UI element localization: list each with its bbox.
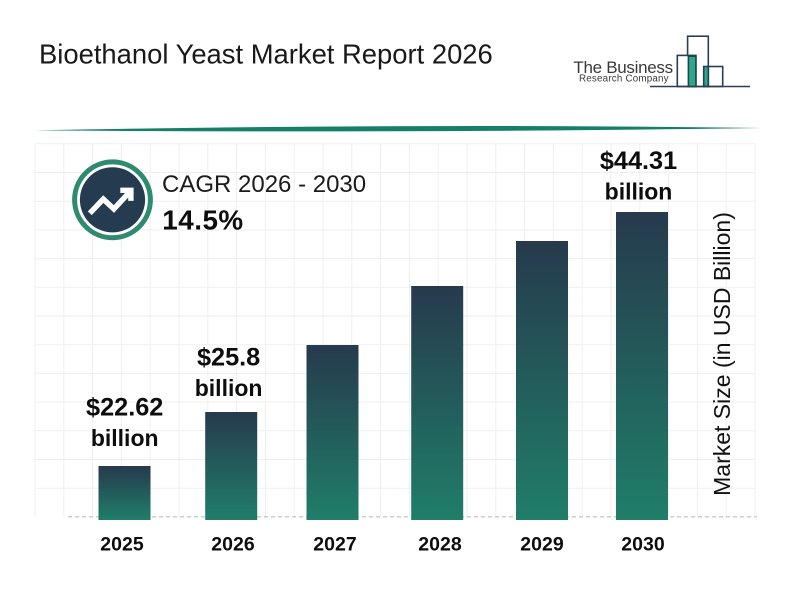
svg-text:The Business: The Business xyxy=(573,58,672,77)
svg-text:$22.62: $22.62 xyxy=(86,393,163,421)
svg-text:billion: billion xyxy=(195,375,263,401)
svg-text:2025: 2025 xyxy=(100,533,144,555)
svg-text:2030: 2030 xyxy=(621,533,665,555)
svg-text:2026: 2026 xyxy=(211,533,255,555)
svg-text:2028: 2028 xyxy=(418,533,462,555)
svg-text:2027: 2027 xyxy=(313,533,356,555)
svg-text:14.5%: 14.5% xyxy=(162,205,243,236)
svg-text:$44.31: $44.31 xyxy=(600,147,677,175)
svg-text:Bioethanol Yeast Market Report: Bioethanol Yeast Market Report 2026 xyxy=(39,39,493,70)
svg-text:billion: billion xyxy=(605,178,673,204)
svg-text:Market Size (in USD Billion): Market Size (in USD Billion) xyxy=(709,212,735,496)
svg-text:billion: billion xyxy=(91,425,159,451)
svg-text:CAGR 2026 - 2030: CAGR 2026 - 2030 xyxy=(162,171,366,198)
svg-text:Research Company: Research Company xyxy=(579,74,669,85)
svg-text:$25.8: $25.8 xyxy=(197,343,260,371)
svg-text:2029: 2029 xyxy=(520,533,564,555)
